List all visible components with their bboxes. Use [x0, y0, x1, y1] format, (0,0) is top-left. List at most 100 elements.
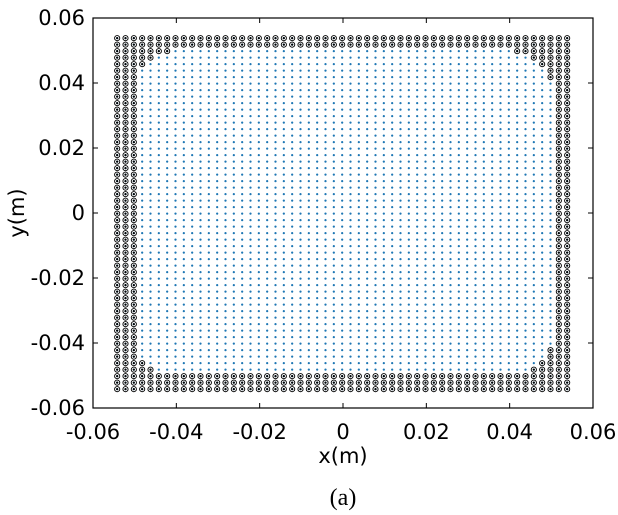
boundary-marker	[122, 158, 129, 165]
boundary-marker-core	[132, 336, 135, 339]
data-point	[199, 245, 202, 248]
data-point	[491, 180, 494, 183]
data-point	[174, 154, 177, 157]
data-point	[424, 69, 427, 72]
data-point	[441, 63, 444, 66]
data-point	[141, 349, 144, 352]
data-point	[532, 349, 535, 352]
data-point	[357, 310, 360, 313]
data-point	[291, 76, 294, 79]
data-point	[274, 368, 277, 371]
data-point	[399, 141, 402, 144]
data-point	[141, 206, 144, 209]
data-point	[366, 95, 369, 98]
data-point	[524, 199, 527, 202]
data-point	[166, 329, 169, 332]
data-point	[266, 50, 269, 53]
data-point	[391, 225, 394, 228]
data-point	[516, 349, 519, 352]
data-point	[507, 108, 510, 111]
boundary-marker	[122, 100, 129, 107]
boundary-marker-core	[132, 388, 135, 391]
data-point	[232, 271, 235, 274]
data-point	[349, 95, 352, 98]
data-point	[532, 355, 535, 358]
data-point	[541, 121, 544, 124]
boundary-marker-core	[132, 310, 135, 313]
data-point	[332, 232, 335, 235]
boundary-marker	[122, 217, 129, 224]
data-point	[157, 362, 160, 365]
boundary-marker-core	[274, 37, 277, 40]
data-point	[224, 115, 227, 118]
data-point	[299, 63, 302, 66]
boundary-marker-core	[566, 43, 569, 46]
data-point	[366, 290, 369, 293]
data-point	[532, 134, 535, 137]
data-point	[324, 316, 327, 319]
data-point	[324, 147, 327, 150]
boundary-marker-core	[566, 362, 569, 365]
data-point	[516, 89, 519, 92]
data-point	[266, 329, 269, 332]
data-point	[499, 251, 502, 254]
boundary-marker-core	[157, 388, 160, 391]
data-point	[316, 284, 319, 287]
data-point	[507, 141, 510, 144]
data-point	[391, 108, 394, 111]
data-point	[266, 245, 269, 248]
boundary-marker-core	[557, 329, 560, 332]
data-point	[266, 271, 269, 274]
boundary-marker-core	[432, 37, 435, 40]
data-point	[491, 251, 494, 254]
data-point	[349, 199, 352, 202]
boundary-marker	[222, 373, 229, 380]
data-point	[399, 232, 402, 235]
boundary-marker-core	[132, 167, 135, 170]
data-point	[516, 251, 519, 254]
data-point	[149, 264, 152, 267]
data-point	[541, 115, 544, 118]
data-point	[191, 63, 194, 66]
data-point	[332, 128, 335, 131]
data-point	[299, 134, 302, 137]
data-point	[449, 310, 452, 313]
data-point	[207, 362, 210, 365]
data-point	[382, 238, 385, 241]
data-point	[457, 76, 460, 79]
data-point	[166, 284, 169, 287]
boundary-marker	[555, 243, 562, 250]
data-point	[382, 264, 385, 267]
data-point	[224, 329, 227, 332]
data-point	[291, 336, 294, 339]
data-point	[257, 63, 260, 66]
data-point	[391, 76, 394, 79]
boundary-marker	[555, 288, 562, 295]
data-point	[307, 108, 310, 111]
data-point	[182, 219, 185, 222]
data-point	[357, 271, 360, 274]
data-point	[441, 160, 444, 163]
data-point	[199, 238, 202, 241]
data-point	[224, 355, 227, 358]
boundary-marker	[255, 386, 262, 393]
data-point	[541, 355, 544, 358]
boundary-marker-core	[432, 43, 435, 46]
data-point	[382, 69, 385, 72]
data-point	[149, 167, 152, 170]
boundary-marker-core	[557, 368, 560, 371]
data-point	[299, 115, 302, 118]
data-point	[241, 121, 244, 124]
data-point	[441, 95, 444, 98]
data-point	[291, 50, 294, 53]
data-point	[174, 362, 177, 365]
boundary-marker-core	[124, 323, 127, 326]
data-point	[507, 368, 510, 371]
boundary-marker-core	[566, 245, 569, 248]
boundary-marker	[139, 54, 146, 61]
data-point	[399, 212, 402, 215]
data-point	[366, 186, 369, 189]
data-point	[366, 154, 369, 157]
data-point	[316, 297, 319, 300]
boundary-marker-core	[274, 375, 277, 378]
